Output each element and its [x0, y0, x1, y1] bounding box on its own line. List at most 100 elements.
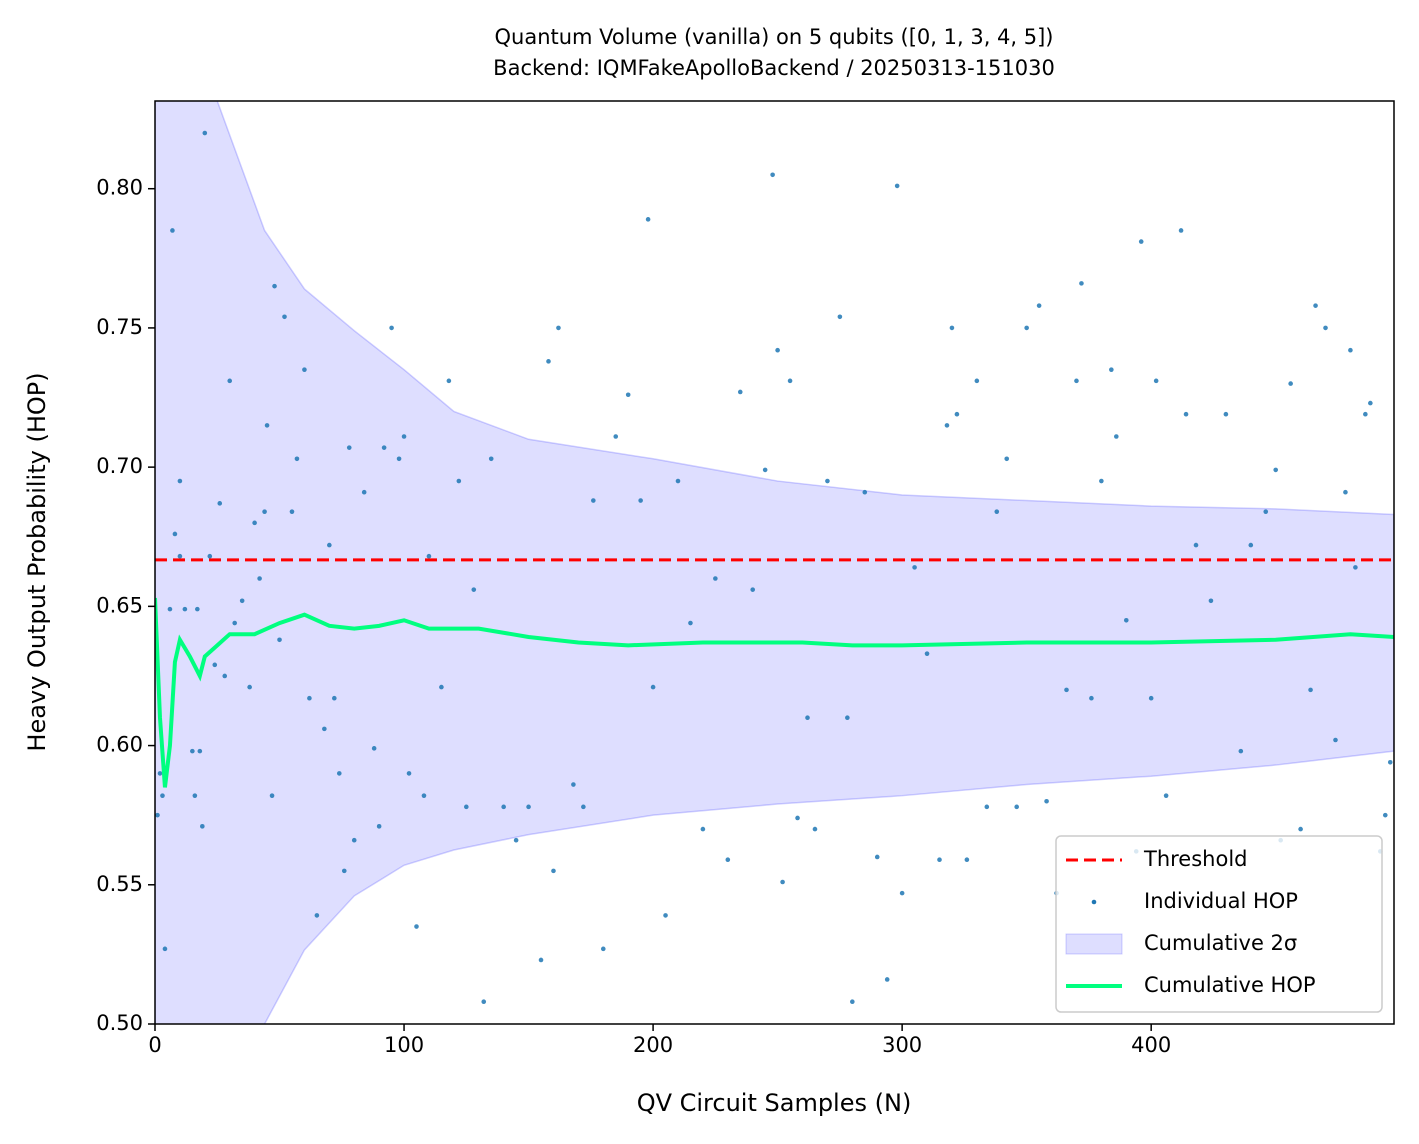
hop-point	[775, 347, 780, 353]
hop-point	[591, 498, 596, 503]
hop-point	[361, 489, 367, 495]
hop-point	[884, 977, 890, 982]
hop-point	[401, 434, 407, 439]
hop-point	[725, 857, 731, 863]
hop-point	[501, 804, 506, 810]
hop-point	[1348, 347, 1353, 353]
hop-point	[376, 824, 382, 829]
hop-point	[167, 606, 173, 612]
hop-point	[874, 854, 880, 860]
hop-point	[1363, 411, 1368, 417]
hop-point	[269, 793, 275, 798]
y-tick-label: 0.55	[96, 872, 143, 896]
hop-point	[222, 673, 228, 679]
hop-point	[1089, 695, 1094, 701]
hop-point	[795, 815, 800, 821]
hop-point	[513, 837, 519, 843]
hop-point	[160, 793, 165, 798]
hop-point	[1298, 826, 1303, 832]
hop-point	[446, 378, 452, 384]
hop-point	[645, 217, 651, 222]
hop-point	[170, 228, 175, 233]
hop-point	[944, 423, 950, 428]
hop-point	[351, 837, 357, 843]
hop-point	[780, 879, 785, 885]
hop-point	[1193, 542, 1199, 548]
hop-point	[1004, 456, 1010, 462]
hop-point	[737, 389, 743, 395]
hop-point	[264, 423, 270, 428]
hop-point	[556, 325, 561, 331]
legend-swatch	[1091, 899, 1097, 905]
chart-title: Quantum Volume (vanilla) on 5 qubits ([0…	[494, 25, 1053, 49]
y-axis-label: Heavy Output Probability (HOP)	[23, 372, 51, 751]
hop-point	[212, 662, 218, 668]
hop-point	[1263, 509, 1269, 514]
hop-point	[1368, 400, 1373, 406]
hop-point	[750, 587, 756, 592]
hop-point	[327, 542, 332, 548]
hop-point	[190, 748, 195, 754]
hop-point	[638, 498, 643, 503]
hop-point	[1288, 381, 1293, 386]
hop-point	[845, 715, 850, 721]
y-tick-label: 0.60	[96, 733, 143, 757]
x-axis-label: QV Circuit Samples (N)	[637, 1089, 912, 1117]
hop-point	[825, 478, 830, 484]
hop-point	[1044, 798, 1049, 804]
hop-point	[195, 606, 200, 612]
hop-point	[812, 826, 818, 832]
hop-point	[197, 748, 203, 754]
hop-point	[1333, 737, 1338, 743]
hop-point	[307, 695, 312, 701]
hop-point	[1387, 759, 1393, 765]
hop-point	[207, 553, 213, 559]
hop-point	[456, 478, 462, 484]
hop-point	[272, 283, 277, 289]
hop-point	[613, 434, 619, 439]
hop-point	[650, 684, 656, 690]
hop-point	[1036, 303, 1042, 308]
hop-point	[924, 651, 930, 656]
hop-point	[1238, 748, 1244, 754]
hop-point	[481, 999, 487, 1005]
hop-point	[894, 183, 900, 189]
hop-point	[322, 726, 327, 732]
y-tick-label: 0.70	[96, 454, 143, 478]
hop-point	[1109, 367, 1114, 372]
hop-point	[571, 782, 576, 787]
legend: Threshold Individual HOP Cumulative 2σ Cumu…	[1055, 835, 1383, 1013]
hop-point	[984, 804, 990, 810]
hop-point	[663, 913, 668, 918]
hop-point	[389, 325, 394, 331]
hop-point	[551, 868, 556, 874]
hop-point	[937, 857, 942, 863]
hop-point	[232, 620, 237, 626]
hop-point	[314, 913, 320, 918]
hop-point	[182, 606, 188, 612]
hop-point	[862, 489, 868, 495]
plot-frame	[154, 100, 1395, 1025]
axes: 0 100 200 300 400 0.50 0.55 0.60 0.65 0.70 0.75 0.8…	[96, 176, 1171, 1057]
chart-subtitle: Backend: IQMFakeApolloBackend / 20250313…	[493, 56, 1055, 80]
hop-point	[1148, 695, 1154, 701]
hop-point	[700, 826, 706, 832]
hop-point	[396, 456, 402, 462]
hop-point	[217, 501, 223, 506]
hop-point	[341, 868, 347, 874]
x-tick-label: 300	[882, 1033, 922, 1057]
hop-point	[954, 411, 960, 417]
hop-point	[949, 325, 955, 331]
x-tick-label: 200	[633, 1033, 673, 1057]
hop-point	[488, 456, 494, 462]
hop-point	[162, 946, 168, 952]
hop-point	[1024, 325, 1029, 331]
hop-point	[805, 715, 810, 721]
hop-point	[688, 620, 693, 626]
hop-point	[247, 684, 252, 690]
hop-point	[426, 553, 432, 559]
hop-point	[414, 924, 419, 929]
x-tick-label: 0	[148, 1033, 161, 1057]
x-tick-label: 100	[384, 1033, 424, 1057]
